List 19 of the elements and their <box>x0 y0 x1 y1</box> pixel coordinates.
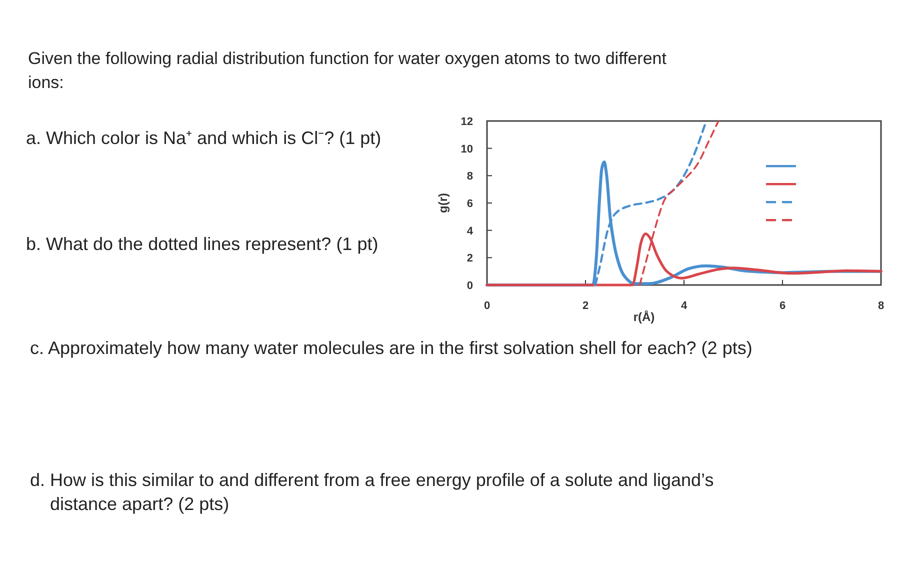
y-tick-label: 10 <box>460 143 473 156</box>
text: c. Approximately how many water molecules are in the first solvation shell for each? (2 pts) <box>30 338 752 358</box>
x-tick-label: 6 <box>779 300 786 312</box>
text: Given the following radial distribution function for water oxygen atoms to two different ions: <box>28 49 667 92</box>
y-tick-label: 2 <box>466 252 473 265</box>
x-axis-title: r(Å) <box>633 310 655 324</box>
text: d. How is this similar to and different from a free energy profile of a solute and ligand’s distance apart? (2 pts) <box>30 470 714 514</box>
x-tick-label: 4 <box>680 300 688 312</box>
y-tick-label: 6 <box>466 198 473 210</box>
x-tick-label: 0 <box>484 300 490 312</box>
y-tick-label: 8 <box>466 170 473 183</box>
y-axis-title: g(r) <box>436 193 450 213</box>
x-tick-label: 2 <box>582 300 589 312</box>
text: a. Which color is Na⁺ and which is Cl⁻? (1 pt) <box>26 128 382 148</box>
y-tick-label: 4 <box>466 225 474 238</box>
text: b. What do the dotted lines represent? (1 pt) <box>26 234 378 254</box>
x-tick-label: 8 <box>878 300 884 312</box>
y-tick-label: 0 <box>466 280 473 292</box>
y-tick-label: 12 <box>460 116 473 128</box>
